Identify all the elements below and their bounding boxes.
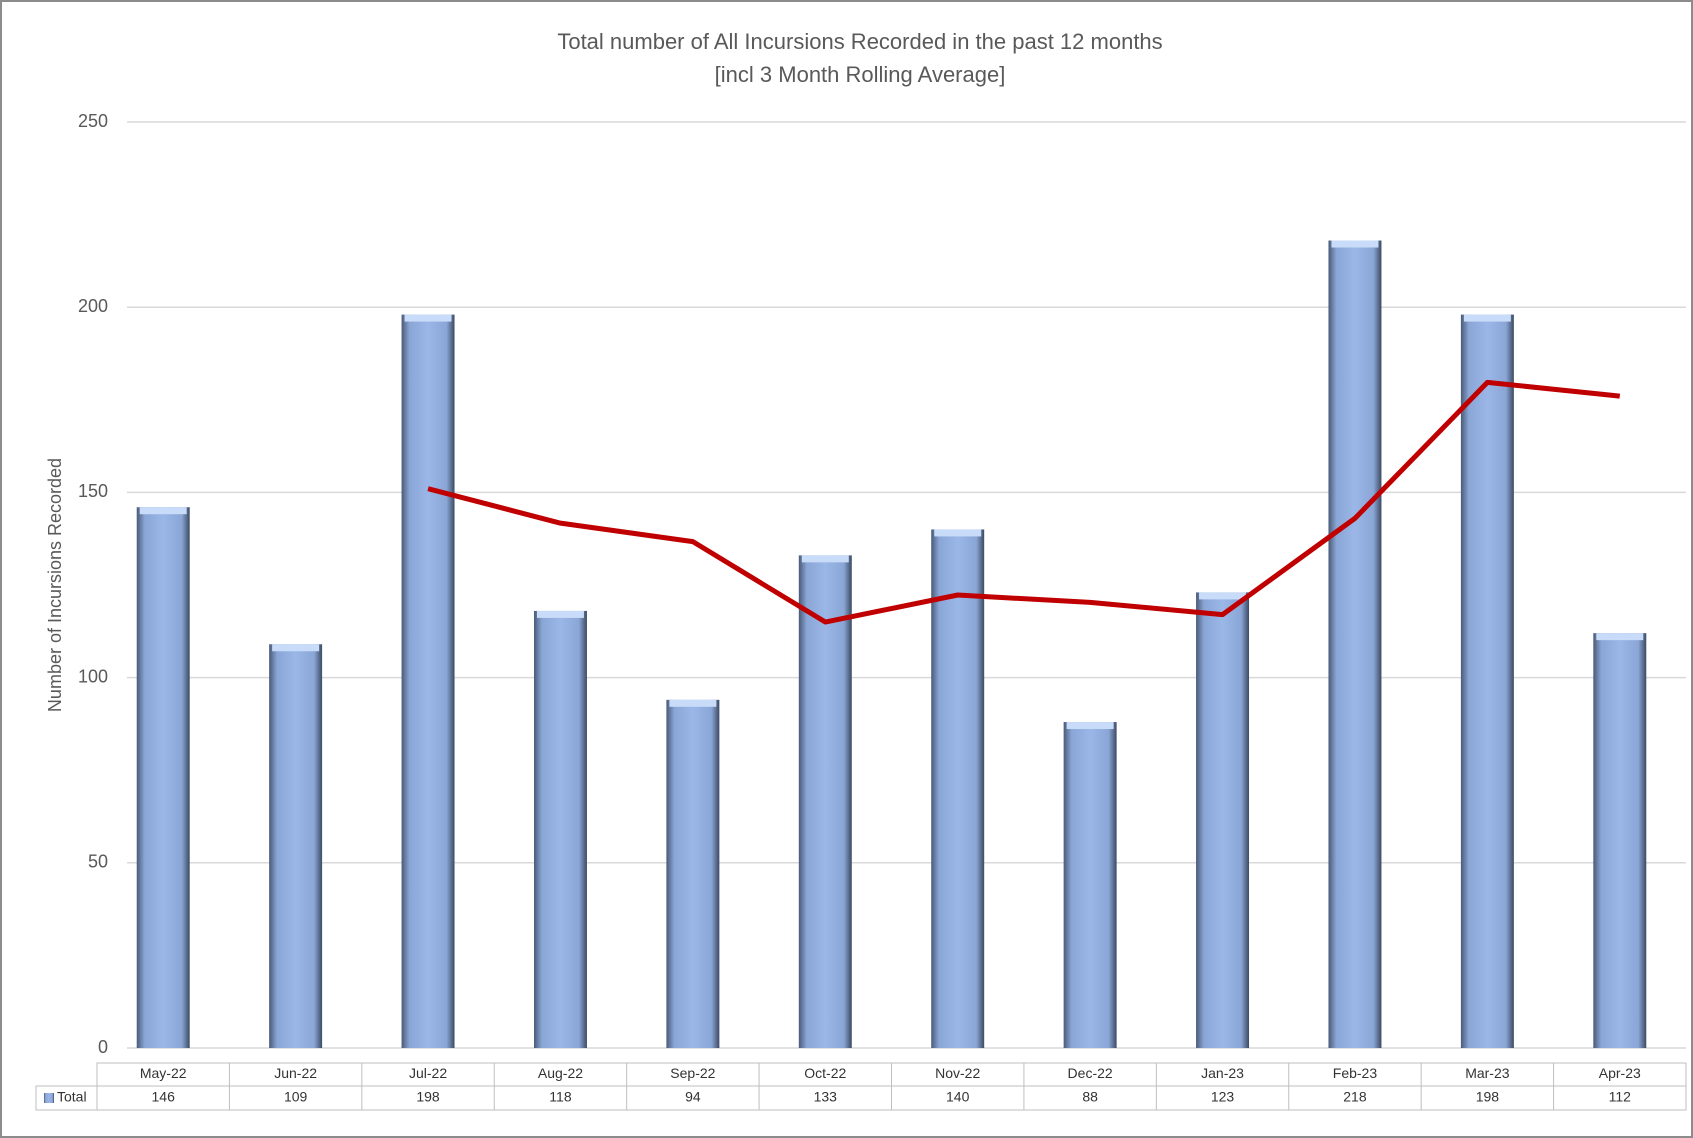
- chart-subtitle: [incl 3 Month Rolling Average]: [715, 62, 1006, 87]
- legend-key: [44, 1093, 54, 1103]
- bar-top: [934, 529, 982, 537]
- bar: [931, 529, 985, 1048]
- y-tick-label: 100: [78, 666, 108, 686]
- x-tick-label: Feb-23: [1333, 1065, 1378, 1081]
- x-tick-label: May-22: [140, 1065, 187, 1081]
- bar: [533, 610, 587, 1048]
- y-tick-label: 200: [78, 296, 108, 316]
- bar: [1593, 633, 1647, 1048]
- table-value: 109: [284, 1089, 308, 1105]
- table-value: 146: [152, 1089, 176, 1105]
- bar-top: [139, 507, 187, 515]
- bar: [1196, 592, 1250, 1048]
- bar: [136, 507, 190, 1048]
- x-tick-label: Aug-22: [538, 1065, 583, 1081]
- bar: [1460, 314, 1514, 1048]
- bar: [666, 699, 720, 1048]
- table-value: 123: [1211, 1089, 1235, 1105]
- table-value: 133: [814, 1089, 838, 1105]
- table-value: 88: [1082, 1089, 1098, 1105]
- bar-top: [1199, 592, 1247, 600]
- x-tick-label: Jan-23: [1201, 1065, 1244, 1081]
- table-value: 118: [549, 1089, 572, 1105]
- bar-top: [801, 555, 849, 563]
- table-value: 112: [1609, 1089, 1632, 1105]
- x-tick-label: Nov-22: [935, 1065, 980, 1081]
- bar-top: [1463, 314, 1511, 322]
- table-legend-cell: [35, 1085, 98, 1111]
- bar: [269, 644, 323, 1048]
- x-tick-label: Sep-22: [670, 1065, 715, 1081]
- table-value: 198: [416, 1089, 440, 1105]
- table-value: 94: [685, 1089, 701, 1105]
- x-tick-label: Jul-22: [409, 1065, 447, 1081]
- y-tick-label: 250: [78, 111, 108, 131]
- bar-top: [1066, 722, 1114, 730]
- x-tick-label: Mar-23: [1465, 1065, 1510, 1081]
- bar-top: [536, 610, 584, 618]
- y-axis-label: Number of Incursions Recorded: [45, 458, 65, 712]
- bar-top: [1331, 240, 1379, 248]
- rolling-average-line: [427, 379, 1621, 625]
- legend-label: Total: [57, 1089, 87, 1105]
- x-tick-label: Oct-22: [804, 1065, 846, 1081]
- table-value: 198: [1476, 1089, 1500, 1105]
- y-tick-label: 0: [98, 1037, 108, 1057]
- bar-top: [669, 699, 717, 707]
- x-tick-label: Apr-23: [1599, 1065, 1641, 1081]
- bar: [1063, 722, 1117, 1048]
- table-value: 140: [946, 1089, 970, 1105]
- bar: [1328, 240, 1382, 1048]
- bar: [798, 555, 852, 1048]
- chart-title: Total number of All Incursions Recorded …: [557, 29, 1162, 54]
- bar-top: [272, 644, 320, 652]
- y-tick-label: 150: [78, 481, 108, 501]
- x-tick-label: Jun-22: [274, 1065, 317, 1081]
- y-tick-label: 50: [88, 852, 108, 872]
- bar-top: [404, 314, 452, 322]
- x-tick-label: Dec-22: [1068, 1065, 1113, 1081]
- bar-top: [1596, 633, 1644, 641]
- bar: [401, 314, 455, 1048]
- table-value: 218: [1343, 1089, 1367, 1105]
